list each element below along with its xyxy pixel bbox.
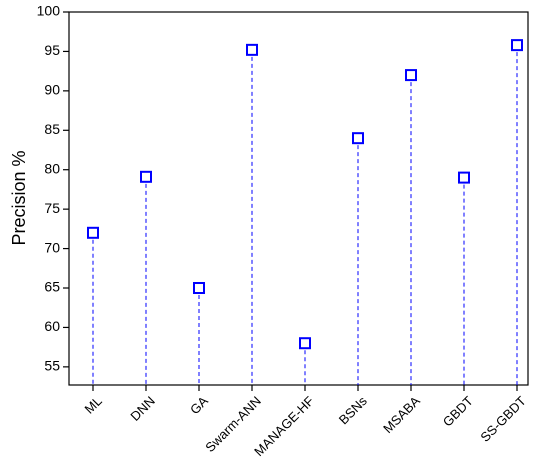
marker	[458, 171, 470, 184]
y-tick-label: 60	[44, 318, 60, 334]
marker	[352, 132, 364, 145]
y-tick-label: 75	[44, 200, 60, 216]
y-axis-label: Precision %	[9, 150, 29, 245]
marker	[405, 69, 417, 82]
x-tick-label: BSNs	[336, 393, 370, 427]
y-tick-label: 70	[44, 239, 60, 255]
x-tick-label: GBDT	[440, 393, 476, 429]
marker	[511, 39, 523, 52]
y-tick-label: 80	[44, 160, 60, 176]
y-tick-label: 55	[44, 358, 60, 374]
y-tick-label: 65	[44, 279, 60, 295]
marker	[193, 282, 205, 295]
marker	[140, 170, 152, 183]
y-tick-label: 90	[44, 82, 60, 98]
x-tick-label: ML	[82, 393, 105, 416]
y-tick-label: 95	[44, 42, 60, 58]
x-tick-label: SS-GBDT	[477, 393, 529, 445]
marker	[87, 226, 99, 239]
y-tick-label: 100	[37, 3, 61, 19]
marker	[246, 43, 258, 56]
marker	[299, 337, 311, 350]
x-tick-label: MSABA	[380, 393, 423, 436]
plot-frame	[68, 11, 529, 386]
x-tick-label: GA	[187, 393, 211, 417]
x-tick-label: DNN	[127, 393, 158, 424]
y-tick-label: 85	[44, 121, 60, 137]
